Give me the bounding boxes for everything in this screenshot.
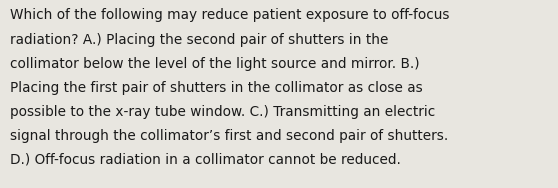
Text: signal through the collimator’s first and second pair of shutters.: signal through the collimator’s first an… — [10, 129, 448, 143]
Text: radiation? A.) Placing the second pair of shutters in the: radiation? A.) Placing the second pair o… — [10, 33, 388, 46]
Text: collimator below the level of the light source and mirror. B.): collimator below the level of the light … — [10, 57, 420, 70]
Text: Which of the following may reduce patient exposure to off-focus: Which of the following may reduce patien… — [10, 8, 450, 22]
Text: possible to the x-ray tube window. C.) Transmitting an electric: possible to the x-ray tube window. C.) T… — [10, 105, 435, 119]
Text: D.) Off-focus radiation in a collimator cannot be reduced.: D.) Off-focus radiation in a collimator … — [10, 153, 401, 167]
Text: Placing the first pair of shutters in the collimator as close as: Placing the first pair of shutters in th… — [10, 81, 423, 95]
